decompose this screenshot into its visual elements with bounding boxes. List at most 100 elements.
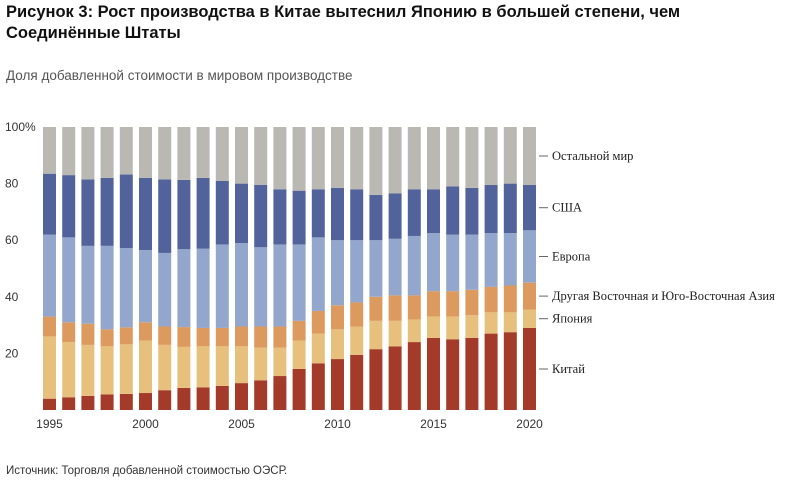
bar-segment-5-1996 <box>62 127 76 176</box>
bar-segment-3-1995 <box>43 234 56 317</box>
bar-segment-2-2011 <box>350 302 364 327</box>
legend-label: США <box>552 201 582 215</box>
bar-segment-3-2020 <box>523 230 536 283</box>
bar-segment-4-2002 <box>177 179 191 250</box>
bar-segment-4-2019 <box>503 183 517 234</box>
bar-segment-3-2009 <box>311 237 325 311</box>
bar-segment-5-2011 <box>350 127 364 190</box>
bar-segment-2-2003 <box>196 327 210 347</box>
x-tick-label: 2020 <box>516 417 543 431</box>
bar-segment-2-1996 <box>62 322 76 343</box>
bar-segment-0-1996 <box>62 397 76 410</box>
bar-segment-4-2009 <box>311 189 325 238</box>
chart-subtitle: Доля добавленной стоимости в мировом про… <box>6 68 353 83</box>
bar-segment-0-2004 <box>215 385 229 410</box>
y-tick-label: 20 <box>5 346 19 360</box>
bar-segment-5-2010 <box>331 127 344 188</box>
bar-segment-1-2000 <box>139 340 152 394</box>
bar-segment-2-2002 <box>177 327 191 347</box>
legend-label: Остальной мир <box>552 149 633 163</box>
bar-segment-5-2006 <box>254 127 268 186</box>
bar-segment-3-2001 <box>158 252 172 327</box>
bar-segment-3-2019 <box>503 233 517 286</box>
bar-segment-1-1999 <box>119 344 133 394</box>
bar-segment-2-2008 <box>292 320 306 341</box>
bar-segment-1-2007 <box>273 347 287 377</box>
bar-segment-4-1997 <box>81 179 95 246</box>
bar-segment-2-2015 <box>427 291 440 317</box>
bar-segment-2-2012 <box>369 296 383 321</box>
bar-segment-1-1995 <box>43 336 56 399</box>
bar-segment-0-2013 <box>388 346 402 410</box>
bar-segment-5-2007 <box>273 127 287 190</box>
bar-segment-3-2012 <box>369 240 383 297</box>
bar-segment-5-2020 <box>523 127 536 186</box>
bar-segment-2-2004 <box>215 327 229 347</box>
bar-segment-5-2019 <box>503 127 517 184</box>
bar-segment-4-2017 <box>465 187 479 235</box>
bar-segment-4-2020 <box>523 185 536 231</box>
x-tick-label: 2005 <box>228 417 255 431</box>
bar-segment-5-2005 <box>235 127 248 184</box>
y-axis-ticks: 100% 80 60 40 20 <box>5 120 36 360</box>
bar-segment-2-2014 <box>407 295 421 320</box>
bar-segment-2-2010 <box>331 305 344 330</box>
bar-segment-0-2001 <box>158 390 172 410</box>
bar-segment-0-2015 <box>427 337 440 410</box>
bar-segment-1-2009 <box>311 333 325 364</box>
bar-segment-0-2012 <box>369 349 383 410</box>
bar-segment-1-2016 <box>446 316 460 340</box>
bar-segment-0-2008 <box>292 368 306 410</box>
x-tick-label: 2010 <box>324 417 351 431</box>
bar-segment-5-2009 <box>311 127 325 190</box>
bar-segment-0-1999 <box>119 393 133 410</box>
bar-segment-5-1998 <box>100 127 114 178</box>
bar-segment-3-2011 <box>350 240 364 303</box>
bar-segment-2-2007 <box>273 326 287 348</box>
bar-segment-5-2018 <box>484 127 498 186</box>
bar-segment-4-2013 <box>388 193 402 239</box>
bar-segment-4-2018 <box>484 185 498 234</box>
bar-segment-4-1995 <box>43 173 56 235</box>
bar-segment-2-2005 <box>235 326 248 347</box>
bar-segment-2-2018 <box>484 286 498 313</box>
x-tick-label: 2000 <box>132 417 159 431</box>
bar-segment-0-1995 <box>43 398 56 410</box>
source-note: Источник: Торговля добавленной стоимость… <box>6 465 288 477</box>
bar-segment-1-2010 <box>331 329 344 360</box>
bar-segment-0-2010 <box>331 359 344 410</box>
legend-label: Другая Восточная и Юго-Восточная Азия <box>552 289 775 303</box>
bar-segment-0-2016 <box>446 339 460 410</box>
bar-segment-1-2015 <box>427 316 440 338</box>
bar-segment-2-1995 <box>43 316 56 337</box>
bar-segment-4-2010 <box>331 187 344 241</box>
bar-segment-1-2011 <box>350 326 364 355</box>
bar-segment-1-2018 <box>484 312 498 334</box>
y-tick-label: 40 <box>5 290 19 304</box>
bar-segment-5-1999 <box>119 127 133 175</box>
bar-segment-4-2011 <box>350 189 364 241</box>
bar-segment-3-2003 <box>196 248 210 328</box>
bar-segment-4-1996 <box>62 175 76 238</box>
bar-segment-4-2004 <box>215 180 229 245</box>
bar-segment-0-1998 <box>100 394 114 410</box>
bar-segment-3-2000 <box>139 250 152 323</box>
bar-segment-0-2018 <box>484 333 498 410</box>
bar-segment-4-2012 <box>369 194 383 241</box>
bar-segment-0-2011 <box>350 354 364 410</box>
bar-segment-4-2014 <box>407 189 421 236</box>
bar-segment-2-2009 <box>311 310 325 334</box>
bar-segment-3-2018 <box>484 233 498 287</box>
bar-segment-1-1998 <box>100 346 114 395</box>
bars-group <box>43 127 536 410</box>
bar-segment-5-2008 <box>292 127 306 191</box>
bar-segment-5-2012 <box>369 127 383 195</box>
bar-segment-2-1999 <box>119 327 133 345</box>
bar-segment-2-2013 <box>388 295 402 321</box>
bar-segment-0-2007 <box>273 376 287 410</box>
bar-segment-0-2009 <box>311 363 325 410</box>
bar-segment-2-2006 <box>254 326 268 348</box>
bar-segment-5-2016 <box>446 127 460 187</box>
legend-label: Япония <box>552 312 593 326</box>
bar-segment-4-2015 <box>427 189 440 234</box>
